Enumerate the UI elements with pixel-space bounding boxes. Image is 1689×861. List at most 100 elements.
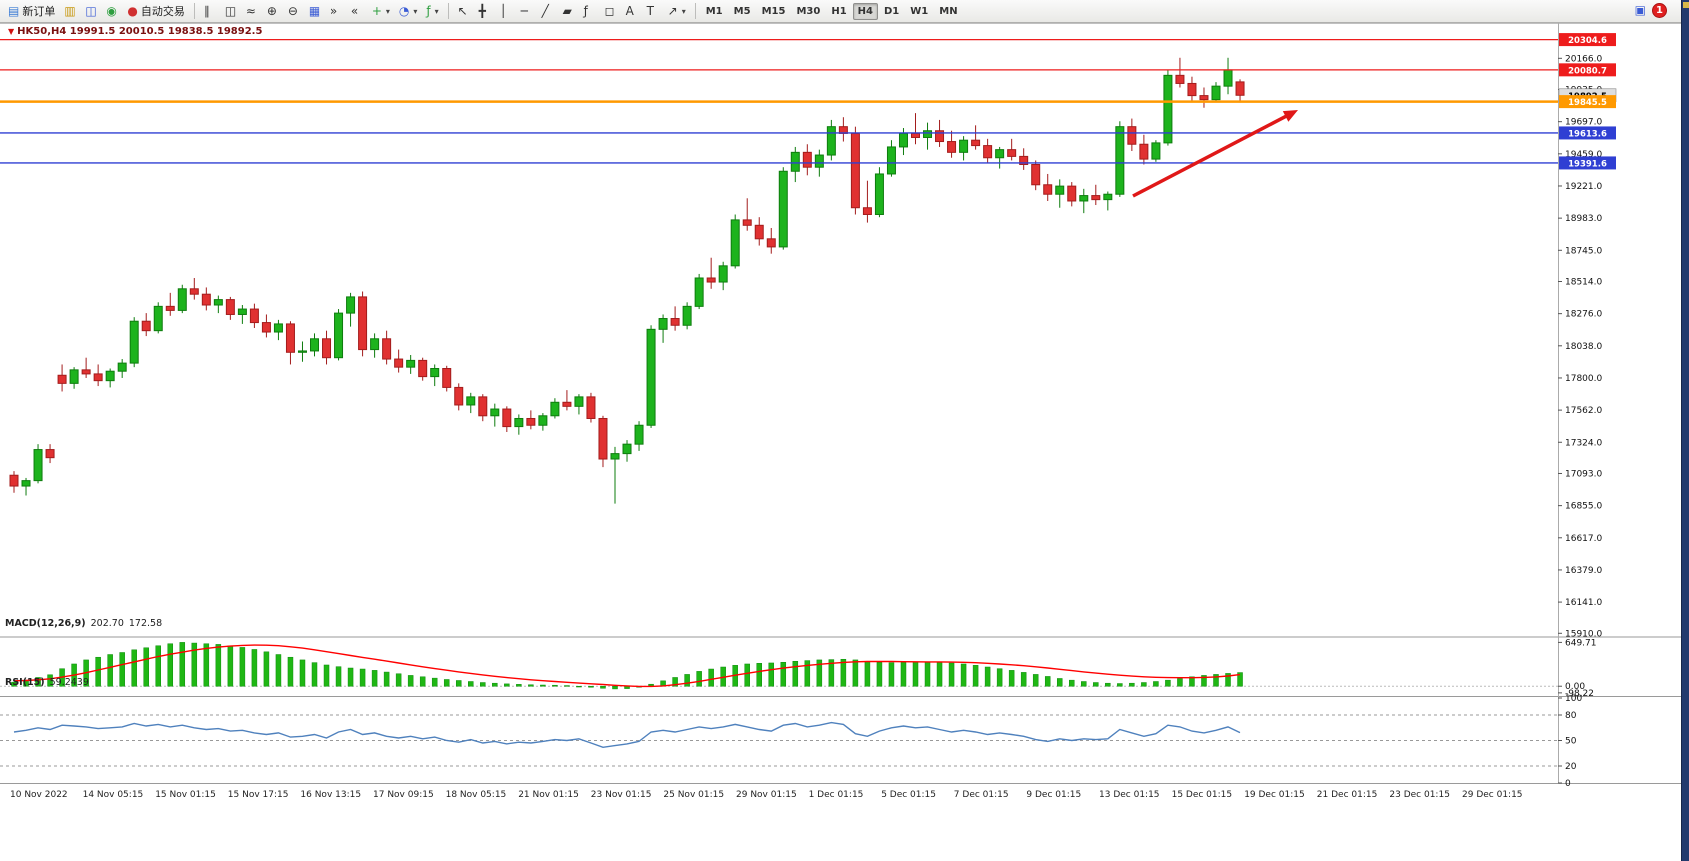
svg-text:16141.0: 16141.0 bbox=[1565, 598, 1602, 608]
svg-text:1 Dec 01:15: 1 Dec 01:15 bbox=[809, 790, 864, 800]
navigator-button[interactable]: ◉ bbox=[102, 2, 122, 21]
toolbar-right-icons: ▣ 1 bbox=[1635, 2, 1667, 19]
zoom-out-button[interactable]: ⊖ bbox=[284, 2, 304, 21]
market-watch-button[interactable]: ◫ bbox=[81, 2, 101, 21]
svg-text:16379.0: 16379.0 bbox=[1565, 566, 1602, 576]
line-chart-icon: ≈ bbox=[245, 3, 256, 18]
horizontal-line-icon: ─ bbox=[520, 3, 528, 18]
macd-indicator-label: MACD(12,26,9) 202.70 172.58 bbox=[5, 618, 162, 629]
profiles-button[interactable]: ▣ bbox=[1634, 3, 1646, 17]
arrows-button[interactable]: ↗ ▾ bbox=[664, 2, 690, 21]
timeframe-d1-button[interactable]: D1 bbox=[883, 5, 900, 17]
horizontal-line-button[interactable]: ─ bbox=[517, 2, 537, 21]
level-lines[interactable] bbox=[0, 38, 1558, 164]
price-axis: 20166.019935.019697.019459.019221.018983… bbox=[1558, 54, 1602, 639]
chevron-down-icon: ▾ bbox=[385, 6, 390, 16]
svg-text:18276.0: 18276.0 bbox=[1565, 310, 1602, 320]
timeframe-h4-button[interactable]: H4 bbox=[852, 2, 878, 20]
macd-name: MACD(12,26,9) bbox=[5, 618, 86, 629]
vertical-scrollbar[interactable] bbox=[1681, 0, 1689, 861]
svg-text:19613.6: 19613.6 bbox=[1568, 129, 1607, 139]
chart-shift-button[interactable]: « bbox=[347, 2, 367, 21]
timeframe-w1-button[interactable]: W1 bbox=[910, 5, 929, 17]
svg-text:15 Dec 01:15: 15 Dec 01:15 bbox=[1172, 790, 1233, 800]
channel-button[interactable]: ▰ bbox=[559, 2, 579, 21]
timeframe-h1-button[interactable]: H1 bbox=[831, 5, 847, 17]
shapes-icon: ◻ bbox=[604, 3, 615, 18]
scrollbar-cap-icon bbox=[1683, 2, 1689, 8]
charts-profile-button[interactable]: ▥ bbox=[60, 2, 80, 21]
auto-scroll-button[interactable]: » bbox=[326, 2, 346, 21]
indicators-icon: ƒ bbox=[426, 3, 431, 18]
timeframe-m1-button[interactable]: M1 bbox=[705, 5, 723, 17]
toolbar-separator bbox=[447, 3, 449, 19]
svg-text:16 Nov 13:15: 16 Nov 13:15 bbox=[300, 790, 361, 800]
autotrading-button[interactable]: ● 自动交易 bbox=[123, 2, 188, 21]
new-order-button-label: 新订单 bbox=[22, 5, 56, 18]
label-button[interactable]: T bbox=[643, 2, 663, 21]
bar-chart-button[interactable]: ∥ bbox=[200, 2, 220, 21]
svg-text:20: 20 bbox=[1565, 762, 1577, 772]
chart-title-text: HK50,H4 19991.5 20010.5 19838.5 19892.5 bbox=[17, 26, 263, 37]
svg-text:23 Dec 01:15: 23 Dec 01:15 bbox=[1389, 790, 1450, 800]
market-watch-icon: ◫ bbox=[85, 3, 97, 18]
svg-text:-98.22: -98.22 bbox=[1565, 689, 1594, 699]
chart-title: ▼ HK50,H4 19991.5 20010.5 19838.5 19892.5 bbox=[8, 26, 262, 37]
timeframe-m5-button[interactable]: M5 bbox=[733, 5, 751, 17]
svg-text:19391.6: 19391.6 bbox=[1568, 159, 1607, 169]
chevron-down-icon: ▾ bbox=[681, 6, 686, 16]
svg-text:20080.7: 20080.7 bbox=[1568, 66, 1607, 76]
line-chart-button[interactable]: ≈ bbox=[242, 2, 262, 21]
candlestick-chart-icon: ◫ bbox=[224, 3, 237, 18]
channel-icon: ▰ bbox=[562, 3, 572, 18]
vertical-line-icon: │ bbox=[499, 3, 507, 18]
trend-arrow[interactable] bbox=[1132, 110, 1298, 198]
panel-separators bbox=[0, 23, 1681, 784]
svg-text:29 Nov 01:15: 29 Nov 01:15 bbox=[736, 790, 797, 800]
tile-windows-icon: ▦ bbox=[308, 3, 321, 18]
svg-text:19697.0: 19697.0 bbox=[1565, 118, 1602, 128]
clock-icon: ◔ bbox=[398, 3, 410, 18]
trendline-button[interactable]: ╱ bbox=[538, 2, 558, 21]
svg-text:29 Dec 01:15: 29 Dec 01:15 bbox=[1462, 790, 1523, 800]
svg-text:15910.0: 15910.0 bbox=[1565, 629, 1602, 639]
fibonacci-button[interactable]: ƒ bbox=[580, 2, 600, 21]
zoom-out-icon: ⊖ bbox=[287, 3, 298, 18]
svg-text:100: 100 bbox=[1565, 694, 1582, 704]
periods-button[interactable]: ◔ ▾ bbox=[395, 2, 422, 21]
symbol-marker-icon: ▼ bbox=[8, 27, 15, 36]
candlestick-chart-button[interactable]: ◫ bbox=[221, 2, 241, 21]
time-axis: 10 Nov 2022 14 Nov 05:15 15 Nov 01:15 15 No… bbox=[10, 790, 1523, 800]
vertical-line-button[interactable]: │ bbox=[496, 2, 516, 21]
svg-text:20166.0: 20166.0 bbox=[1565, 54, 1602, 64]
timeframe-m15-button[interactable]: M15 bbox=[761, 5, 786, 17]
indicators-button[interactable]: ƒ ▾ bbox=[422, 2, 442, 21]
timeframe-m30-button[interactable]: M30 bbox=[796, 5, 821, 17]
svg-text:13 Dec 01:15: 13 Dec 01:15 bbox=[1099, 790, 1160, 800]
new-chart-icon: + bbox=[371, 3, 382, 18]
svg-text:18983.0: 18983.0 bbox=[1565, 214, 1602, 224]
svg-text:21 Dec 01:15: 21 Dec 01:15 bbox=[1317, 790, 1378, 800]
svg-text:17800.0: 17800.0 bbox=[1565, 374, 1602, 384]
svg-text:5 Dec 01:15: 5 Dec 01:15 bbox=[881, 790, 936, 800]
new-chart-button[interactable]: + ▾ bbox=[368, 2, 394, 21]
toolbar-separator bbox=[193, 3, 195, 19]
svg-text:0: 0 bbox=[1565, 779, 1571, 789]
chart-canvas[interactable]: 20166.019935.019697.019459.019221.018983… bbox=[0, 23, 1681, 861]
macd-signal-value: 172.58 bbox=[128, 618, 163, 629]
text-button[interactable]: A bbox=[622, 2, 642, 21]
svg-text:20304.6: 20304.6 bbox=[1568, 36, 1607, 46]
timeframe-mn-button[interactable]: MN bbox=[939, 5, 958, 17]
chevron-down-icon: ▾ bbox=[434, 6, 439, 16]
chart-shift-icon: « bbox=[350, 3, 359, 18]
new-order-button[interactable]: ▤ 新订单 bbox=[4, 2, 59, 21]
zoom-in-button[interactable]: ⊕ bbox=[263, 2, 283, 21]
candles-group bbox=[9, 57, 1245, 504]
shapes-button[interactable]: ◻ bbox=[601, 2, 621, 21]
crosshair-button[interactable]: ╋ bbox=[475, 2, 495, 21]
alert-count-badge[interactable]: 1 bbox=[1652, 3, 1667, 18]
svg-text:15 Nov 17:15: 15 Nov 17:15 bbox=[228, 790, 289, 800]
svg-text:17562.0: 17562.0 bbox=[1565, 406, 1602, 416]
tile-windows-button[interactable]: ▦ bbox=[305, 2, 325, 21]
cursor-button[interactable]: ↖ bbox=[454, 2, 474, 21]
